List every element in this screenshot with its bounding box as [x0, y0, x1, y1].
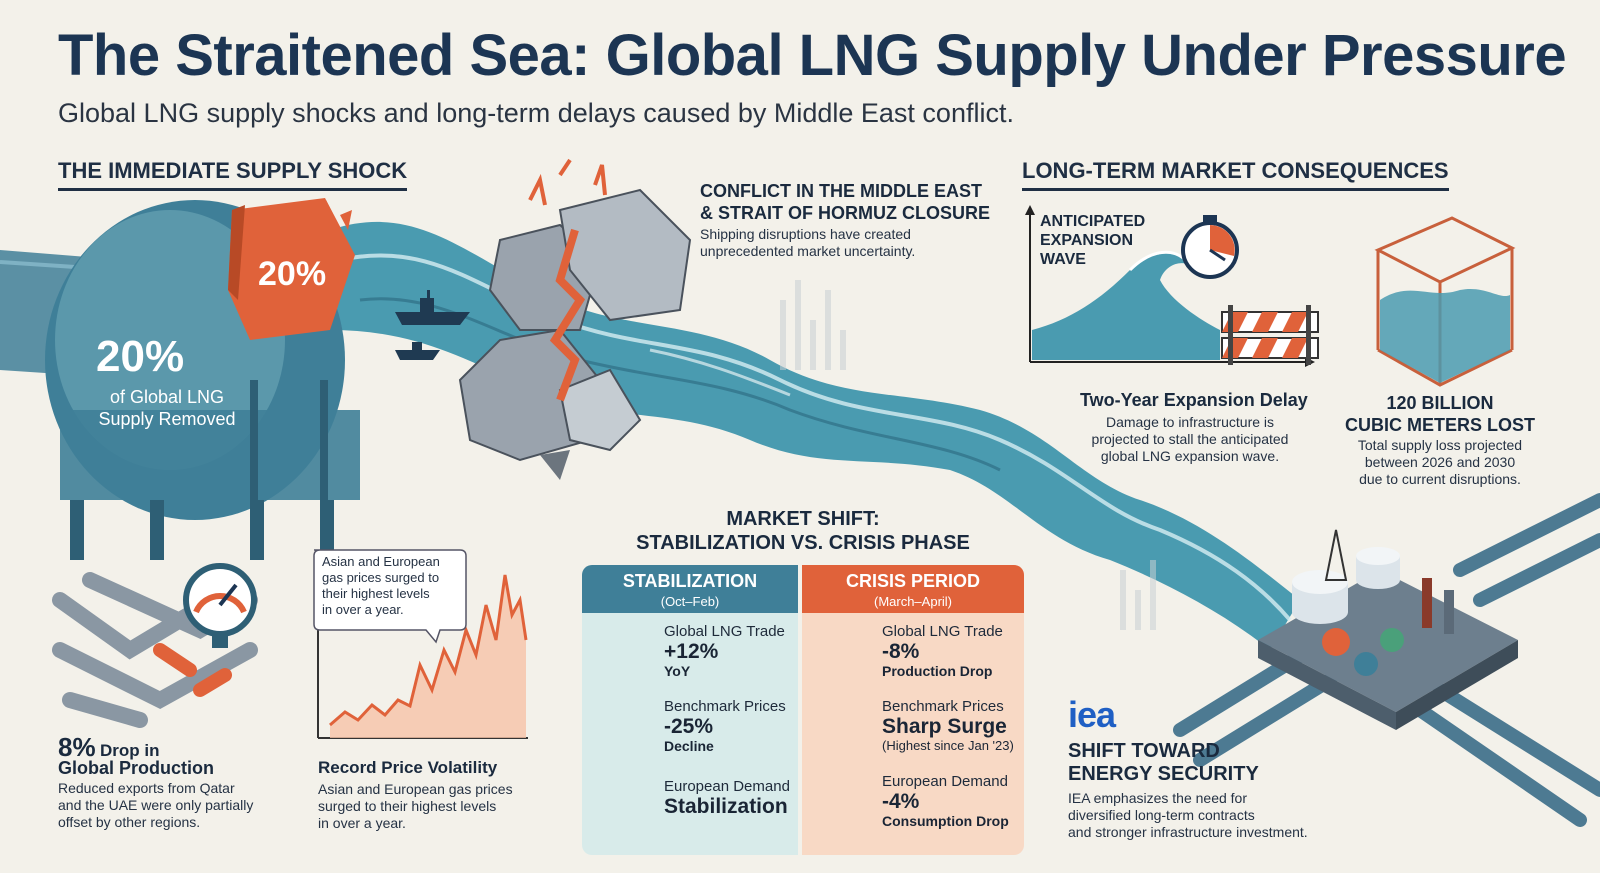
crisis-header: CRISIS PERIOD (March–April): [802, 565, 1024, 613]
delay-text: Damage to infrastructure is projected to…: [1091, 414, 1289, 464]
stab-row-prices: Benchmark Prices -25% Decline: [664, 698, 786, 754]
iea-logo: iea: [1068, 694, 1116, 735]
supply-chunk-icon: [228, 198, 355, 340]
crisis-row-demand: European Demand -4% Consumption Drop: [882, 773, 1009, 829]
security-text: IEA emphasizes the need for diversified …: [1068, 790, 1308, 840]
section-heading-long-term: LONG-TERM MARKET CONSEQUENCES: [1022, 158, 1449, 191]
delay-title: Two-Year Expansion Delay: [1080, 390, 1308, 410]
tank-label: of Global LNG Supply Removed: [98, 387, 236, 429]
page-title: The Straitened Sea: Global LNG Supply Un…: [58, 23, 1567, 88]
stab-row-demand: European Demand Stabilization: [664, 778, 790, 818]
supply-chunk-badge: 20%: [258, 255, 327, 293]
wave-label: ANTICIPATED EXPANSION WAVE: [1040, 213, 1146, 268]
section-heading-supply-shock: THE IMMEDIATE SUPPLY SHOCK: [58, 158, 408, 191]
crack-icon: [549, 228, 586, 402]
crisis-row-prices: Benchmark Prices Sharp Surge (Highest si…: [882, 698, 1014, 753]
volatility-title: Record Price Volatility: [318, 758, 498, 777]
security-title: SHIFT TOWARD ENERGY SECURITY: [1068, 740, 1259, 785]
barrier-icon: [1221, 305, 1319, 365]
market-shift-panel: STABILIZATION (Oct–Feb) Global LNG Trade…: [582, 565, 1024, 855]
stabilization-column: STABILIZATION (Oct–Feb) Global LNG Trade…: [582, 565, 798, 855]
lng-tank-icon: [45, 200, 360, 560]
ship-icon: [395, 290, 470, 360]
production-subtitle: Global Production: [58, 758, 214, 778]
tank-value: 20%: [96, 332, 185, 381]
gauge-icon: [183, 563, 257, 648]
loss-title: 120 BILLION CUBIC METERS LOST: [1344, 393, 1535, 435]
background-bars: [780, 280, 1156, 630]
terminal-icon: [1173, 493, 1600, 827]
stabilization-header: STABILIZATION (Oct–Feb): [582, 565, 798, 613]
crisis-column: CRISIS PERIOD (March–April) Global LNG T…: [802, 565, 1024, 855]
wave-chart: [1025, 205, 1315, 367]
loss-text: Total supply loss projected between 2026…: [1357, 437, 1523, 487]
stopwatch-icon: [1181, 215, 1239, 279]
conflict-text: Shipping disruptions have created unprec…: [700, 226, 916, 259]
conflict-title: CONFLICT IN THE MIDDLE EAST & STRAIT OF …: [700, 181, 990, 223]
crisis-row-trade: Global LNG Trade -8% Production Drop: [882, 623, 1003, 679]
volatility-text: Asian and European gas prices surged to …: [318, 781, 513, 831]
callout-bubble: [313, 549, 467, 644]
callout-text: Asian and European gas prices surged to …: [322, 554, 440, 617]
stab-row-trade: Global LNG Trade +12% YoY: [664, 623, 785, 679]
production-text: Reduced exports from Qatar and the UAE w…: [58, 780, 254, 830]
market-shift-title: MARKET SHIFT: STABILIZATION VS. CRISIS P…: [636, 508, 970, 554]
page-subtitle: Global LNG supply shocks and long-term d…: [58, 98, 1014, 128]
production-title: 8% Drop in: [58, 732, 160, 762]
